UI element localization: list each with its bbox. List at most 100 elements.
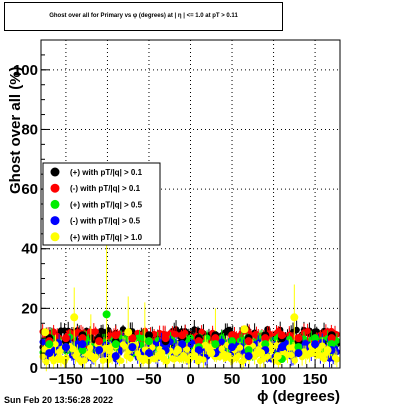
data-point-3 (244, 352, 253, 361)
legend-marker (50, 216, 60, 226)
data-point-3 (194, 346, 203, 355)
data-point-3 (178, 340, 187, 349)
data-point-3 (95, 346, 104, 355)
band-point (92, 328, 99, 335)
legend-marker (50, 199, 60, 209)
data-point-1 (61, 334, 70, 343)
data-point-2 (45, 340, 54, 349)
data-point-2 (144, 337, 153, 346)
data-point-1 (228, 331, 237, 340)
band-point (319, 342, 326, 349)
tick-labels: −150 −100 −50 0 50 100 150 0 20 40 60 80 100 (13, 62, 328, 388)
y-tick-label: 60 (21, 181, 38, 198)
data-point-3 (144, 349, 153, 358)
data-point-2 (228, 337, 237, 346)
data-point-2 (327, 340, 336, 349)
data-point-4 (207, 349, 216, 358)
data-point-1 (327, 334, 336, 343)
data-point-1 (95, 337, 104, 346)
data-point-3 (111, 352, 120, 361)
chart-title: Ghost over all for Primary vs φ (degrees… (49, 13, 238, 19)
y-tick-label: 40 (21, 241, 38, 258)
data-point-3 (61, 343, 70, 352)
data-point-4 (240, 325, 249, 334)
data-point-0 (144, 331, 153, 340)
data-point-1 (244, 337, 253, 346)
data-point-1 (78, 334, 87, 343)
band-point (39, 353, 46, 360)
band-point (218, 338, 225, 345)
band-point (163, 358, 171, 365)
data-point-2 (111, 340, 120, 349)
chart-title-box: Ghost over all for Primary vs φ (degrees… (4, 2, 283, 31)
legend-label: (-) with pT/|q| > 0.5 (70, 217, 141, 226)
legend-box (42, 162, 161, 246)
x-axis-title: ϕ (degrees) (257, 388, 340, 405)
x-tick-label: −100 (91, 371, 125, 388)
band-point (118, 357, 125, 364)
band-point (99, 357, 107, 364)
band-point (63, 354, 70, 362)
band-point (234, 352, 242, 360)
data-point-4 (105, 346, 114, 355)
legend-label: (+) with pT/|q| > 1.0 (70, 233, 143, 242)
data-point-3 (128, 343, 137, 352)
data-point-3 (294, 349, 303, 358)
legend: (+) with pT/|q| > 0.1 (-) with pT/|q| > 0… (42, 162, 161, 246)
x-tick-label: 100 (261, 371, 286, 388)
y-tick-label: 0 (30, 360, 38, 377)
data-point-4 (86, 352, 95, 361)
legend-marker (50, 183, 60, 193)
data-point-4 (157, 349, 166, 358)
data-point-1 (111, 331, 120, 340)
band-point (200, 356, 207, 363)
data-point-1 (261, 334, 270, 343)
band-point (52, 340, 59, 348)
band-point (333, 356, 341, 363)
data-point-4 (306, 349, 315, 358)
x-tick-label: 150 (303, 371, 328, 388)
data-point-1 (277, 331, 286, 340)
data-point-3 (78, 340, 87, 349)
data-point-2 (244, 346, 253, 355)
band-point (264, 353, 271, 360)
band-point (127, 355, 134, 362)
legend-marker (50, 167, 60, 177)
data-point-4 (70, 313, 79, 322)
band-point (149, 344, 156, 351)
data-point-4 (174, 346, 183, 355)
x-tick-label: −50 (136, 371, 161, 388)
legend-label: (+) with pT/|q| > 0.5 (70, 200, 143, 209)
band-point (43, 358, 50, 366)
data-point-4 (273, 352, 282, 361)
band-point (172, 331, 180, 338)
data-point-3 (277, 343, 286, 352)
data-point-4 (140, 355, 149, 364)
data-point-2 (211, 340, 220, 349)
legend-marker (50, 232, 60, 242)
band-point (86, 344, 94, 352)
data-point-4 (323, 346, 332, 355)
data-point-3 (45, 349, 54, 358)
data-point-1 (178, 331, 187, 340)
band-point (293, 326, 300, 334)
band-point (236, 344, 244, 351)
band-point (304, 327, 311, 335)
x-tick-label: 50 (224, 371, 241, 388)
legend-label: (-) with pT/|q| > 0.1 (70, 184, 141, 193)
x-tick-label: 0 (186, 371, 194, 388)
data-point-4 (223, 352, 232, 361)
series-markers (41, 310, 336, 364)
data-point-4 (41, 328, 50, 337)
data-point-1 (194, 337, 203, 346)
data-point-4 (190, 352, 199, 361)
band-point (183, 346, 191, 353)
data-point-2 (261, 340, 270, 349)
data-point-1 (161, 334, 170, 343)
band-point (287, 351, 295, 359)
x-tick-label: −150 (49, 371, 83, 388)
data-point-2 (294, 343, 303, 352)
data-point-4 (55, 355, 64, 364)
y-axis-title: Ghost over all (%) (7, 66, 24, 194)
